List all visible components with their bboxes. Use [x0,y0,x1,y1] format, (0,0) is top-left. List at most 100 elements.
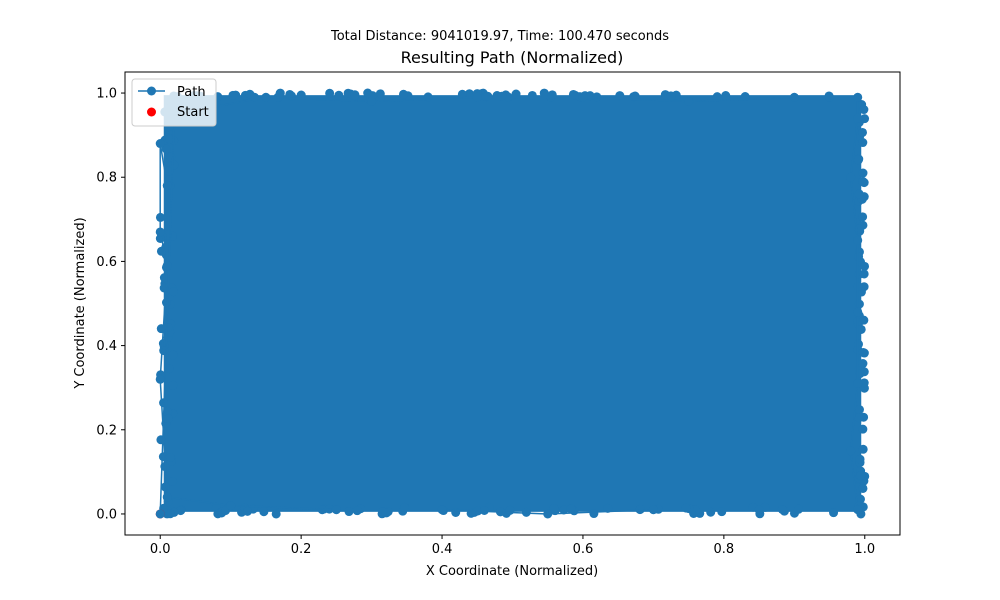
path-edge-point [497,91,507,101]
path-edge-point [854,413,864,423]
path-edge-point [854,189,864,199]
path-edge-point [721,91,731,101]
path-point [853,378,863,388]
path-edge-point [854,252,864,262]
path-point [367,96,377,106]
path-edge-point [169,287,179,297]
path-edge-point [164,364,174,374]
path-edge-point [858,424,868,434]
path-scatter-fill [155,88,870,519]
path-edge-point [375,89,385,99]
legend-path-marker [147,86,156,96]
path-edge-point [228,90,238,100]
legend: Path Start [131,78,217,127]
path-edge-point [859,315,869,325]
path-point [853,505,863,515]
path-edge-point [695,508,705,518]
path-edge-point [566,504,576,514]
x-axis-label: X Coordinate (Normalized) [426,564,598,579]
path-point [853,113,863,123]
path-point [155,227,165,237]
path-edge-point [511,89,521,99]
path-edge-point [457,89,467,99]
path-point [331,505,341,515]
x-axis: 0.0 0.2 0.4 0.6 0.8 1.0 [150,535,875,557]
path-edge-point [169,160,179,170]
path-edge-point [630,91,640,101]
path-edge-point [164,166,174,176]
path-edge-point [325,88,335,98]
path-edge-point [259,507,269,517]
path-point [789,92,799,102]
path-edge-point [271,509,281,519]
path-edge-point [635,504,645,514]
path-point [648,505,658,515]
path-edge-point [159,273,169,283]
path-edge-point [168,350,178,360]
path-point [226,501,236,511]
path-edge-point [855,369,865,379]
chart-title: Resulting Path (Normalized) [401,48,624,67]
path-edge-point [858,176,868,186]
path-edge-point [275,89,285,99]
path-edge-point [666,91,676,101]
path-edge-point [168,380,178,390]
path-edge-point [161,298,171,308]
x-tick-label: 0.8 [714,542,735,557]
path-edge-point [378,507,388,517]
path-point [846,446,856,456]
path-edge-point [549,503,559,513]
path-point [543,509,553,519]
legend-start-marker [147,107,156,117]
y-tick-label: 1.0 [96,87,117,102]
path-point [162,261,172,271]
y-tick-label: 0.0 [96,507,117,522]
y-tick-label: 0.2 [96,423,117,438]
path-point [162,492,172,502]
path-edge-point [855,494,865,504]
path-edge-point [858,212,868,222]
x-tick-label: 0.6 [573,542,594,557]
path-edge-point [363,88,373,98]
path-edge-point [159,346,169,356]
path-edge-point [285,89,295,99]
path-point [472,92,482,102]
path-edge-point [559,505,569,515]
path-edge-point [859,269,869,279]
path-edge-point [483,91,493,101]
legend-start-label: Start [177,105,209,120]
path-edge-point [592,92,602,102]
x-tick-label: 0.4 [432,542,453,557]
x-tick-label: 0.2 [291,542,312,557]
path-edge-point [479,505,489,515]
path-edge-point [860,261,870,271]
x-tick-label: 0.0 [150,542,171,557]
path-edge-point [243,506,253,516]
path-edge-point [344,507,354,517]
path-edge-point [712,92,722,102]
path-edge-point [853,155,863,165]
path-edge-point [168,476,178,486]
path-point [261,92,271,102]
path-edge-point [858,483,868,493]
path-edge-point [163,407,173,417]
y-tick-label: 0.6 [96,255,117,270]
path-edge-point [166,152,176,162]
path-edge-point [858,127,868,137]
path-point [754,505,764,515]
path-edge-point [527,90,537,100]
y-tick-label: 0.8 [96,171,117,186]
y-axis: 0.0 0.2 0.4 0.6 0.8 1.0 [96,87,125,522]
plot-area [155,88,870,519]
path-edge-point [165,134,175,144]
path-edge-point [858,138,868,148]
y-axis-label: Y Coordinate (Normalized) [73,217,88,389]
path-edge-point [859,105,869,115]
path-edge-point [717,507,727,517]
path-edge-point [615,91,625,101]
path-edge-point [163,414,173,424]
path-point [684,96,694,106]
path-edge-point [681,503,691,513]
path-edge-point [334,90,344,100]
path-point [853,92,863,102]
